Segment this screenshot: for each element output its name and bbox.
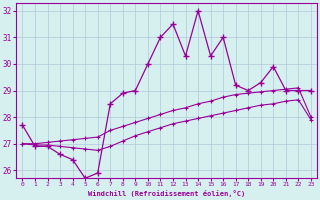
X-axis label: Windchill (Refroidissement éolien,°C): Windchill (Refroidissement éolien,°C): [88, 190, 245, 197]
